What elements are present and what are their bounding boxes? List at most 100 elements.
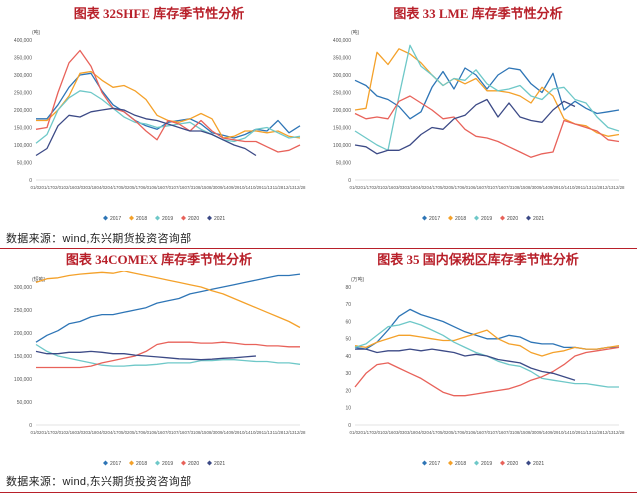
legend-label-2021: 2021 <box>214 216 225 222</box>
legend-label-2019: 2019 <box>162 216 173 222</box>
x-tick-label: 05/17 <box>449 185 461 190</box>
series-line-2017 <box>354 67 620 120</box>
x-tick-label: 07/01 <box>163 185 175 190</box>
y-tick-label: 400,000 <box>14 38 32 44</box>
x-tick-label: 10/29 <box>251 430 263 435</box>
x-tick-label: 08/15 <box>196 185 208 190</box>
chart-comex: (短吨) 0 50,000 100,000 150,000 200,000 250,000 3… <box>14 271 306 467</box>
x-tick-label: 03/18 <box>86 430 98 435</box>
legend-marker-2019 <box>474 460 479 466</box>
x-tick-label: 10/29 <box>570 430 582 435</box>
y-tick-label: 40 <box>345 354 351 360</box>
legend-label-2021: 2021 <box>533 461 544 467</box>
legend-label-2021: 2021 <box>214 461 225 467</box>
x-tick-label: 04/02 <box>416 185 428 190</box>
y-tick-label: 150,000 <box>14 354 32 360</box>
legend-label-2019: 2019 <box>481 216 492 222</box>
series-line-2018 <box>354 329 620 357</box>
y-tick-label: 50,000 <box>17 160 33 166</box>
x-tick-label: 11/13 <box>262 430 273 435</box>
x-tick-label: 12/13 <box>284 185 296 190</box>
legend-marker-2017 <box>422 215 427 221</box>
x-tick-label: 09/14 <box>537 185 549 190</box>
x-tick-label: 07/16 <box>493 430 505 435</box>
x-tick-label: 04/17 <box>108 185 120 190</box>
legend-marker-2020 <box>500 215 505 221</box>
x-tick-label: 09/14 <box>218 185 230 190</box>
series-line-2018 <box>35 271 301 329</box>
x-tick-label: 07/16 <box>174 185 186 190</box>
y-tick-label: 250,000 <box>14 90 32 96</box>
x-tick-label: 08/30 <box>207 430 219 435</box>
x-tick-label: 10/29 <box>570 185 582 190</box>
x-tick-label: 02/16 <box>64 430 76 435</box>
x-tick-label: 03/03 <box>75 430 87 435</box>
x-tick-label: 12/13 <box>603 185 615 190</box>
y-tick-label: 400,000 <box>333 38 351 44</box>
y-unit-label: (吨) <box>351 29 360 36</box>
x-tick-label: 11/28 <box>273 430 284 435</box>
x-tick-label: 08/30 <box>526 185 538 190</box>
y-tick-label: 200,000 <box>14 108 32 114</box>
x-tick-label: 12/13 <box>603 430 615 435</box>
bottom-divider <box>0 492 637 493</box>
y-tick-label: 100,000 <box>14 377 32 383</box>
x-tick-label: 01/02 <box>350 430 362 435</box>
legend-marker-2018 <box>448 215 453 221</box>
legend-marker-2019 <box>155 215 160 221</box>
y-tick-label: 350,000 <box>333 55 351 61</box>
x-tick-label: 09/29 <box>229 430 241 435</box>
legend-marker-2017 <box>103 460 108 466</box>
x-tick-label: 06/01 <box>460 430 472 435</box>
y-tick-label: 10 <box>345 406 351 412</box>
legend-marker-2019 <box>474 215 479 221</box>
x-tick-label: 07/01 <box>482 185 494 190</box>
series-line-2020 <box>35 49 301 153</box>
x-tick-label: 08/30 <box>526 430 538 435</box>
chart-bonded: (万吨) 0 10 20 30 40 50 60 70 80 01/02 01/17 02/01 02/1… <box>345 276 625 467</box>
y-tick-label: 30 <box>345 371 351 377</box>
x-tick-label: 10/14 <box>559 185 571 190</box>
x-tick-label: 06/16 <box>152 430 164 435</box>
x-tick-label: 03/03 <box>394 185 406 190</box>
chart-shfe: (吨) 0 50,000 100,000 150,000 200,000 250,000 30… <box>14 29 306 222</box>
x-tick-label: 04/02 <box>97 430 109 435</box>
x-tick-label: 05/17 <box>130 185 142 190</box>
legend-label-2017: 2017 <box>110 461 121 467</box>
legend-label-2018: 2018 <box>455 461 466 467</box>
y-tick-label: 0 <box>348 423 351 429</box>
section-divider <box>0 248 637 249</box>
series-line-2021 <box>354 98 576 155</box>
x-tick-label: 09/14 <box>537 430 549 435</box>
x-tick-label: 01/17 <box>42 430 54 435</box>
x-tick-label: 10/14 <box>559 430 571 435</box>
x-tick-label: 11/13 <box>581 185 592 190</box>
y-tick-label: 80 <box>345 285 351 291</box>
y-unit-label: (吨) <box>32 29 41 36</box>
x-tick-label: 08/15 <box>196 430 208 435</box>
x-tick-label: 12/28 <box>614 185 626 190</box>
y-tick-label: 200,000 <box>14 331 32 337</box>
x-tick-label: 02/16 <box>64 185 76 190</box>
legend-marker-2017 <box>103 215 108 221</box>
series-line-2021 <box>35 107 257 157</box>
y-tick-label: 50,000 <box>17 400 33 406</box>
legend-label-2020: 2020 <box>507 216 518 222</box>
x-tick-label: 10/14 <box>240 185 252 190</box>
y-tick-label: 0 <box>29 178 32 184</box>
x-tick-label: 03/03 <box>394 430 406 435</box>
series-line-2017 <box>35 273 301 343</box>
x-tick-label: 05/02 <box>438 430 450 435</box>
x-tick-label: 07/31 <box>504 430 516 435</box>
x-tick-label: 10/29 <box>251 185 263 190</box>
legend-marker-2018 <box>448 460 453 466</box>
legend-marker-2017 <box>422 460 427 466</box>
y-tick-label: 350,000 <box>14 55 32 61</box>
legend-marker-2018 <box>129 215 134 221</box>
series-line-2021 <box>35 350 257 361</box>
y-unit-label: (短吨) <box>32 276 46 283</box>
x-tick-label: 04/17 <box>427 430 439 435</box>
x-tick-label: 06/16 <box>152 185 164 190</box>
source-note-top: 数据来源：wind,东兴期货投资咨询部 <box>6 233 192 245</box>
series-line-2019 <box>354 44 620 151</box>
